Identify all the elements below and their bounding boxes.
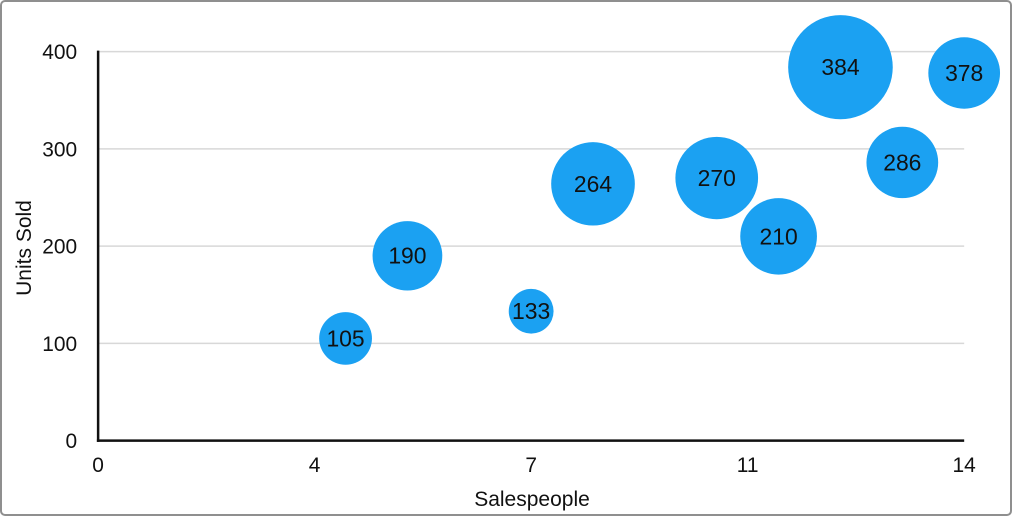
x-tick-label-4: 4 xyxy=(309,454,321,477)
y-tick-label-200: 200 xyxy=(42,236,77,259)
bubble-label-133: 133 xyxy=(512,298,550,324)
bubble-label-286: 286 xyxy=(883,149,921,175)
bubble-105[interactable] xyxy=(319,312,372,365)
bubble-210[interactable] xyxy=(740,198,817,275)
bubble-264[interactable] xyxy=(551,142,635,226)
bubble-label-210: 210 xyxy=(759,223,797,249)
bubble-label-105: 105 xyxy=(326,325,364,351)
x-axis-title: Salespeople xyxy=(474,488,590,511)
bubble-label-384: 384 xyxy=(821,54,859,80)
x-tick-label-7: 7 xyxy=(525,454,537,477)
bubble-label-378: 378 xyxy=(945,60,983,86)
bubble-133[interactable] xyxy=(508,288,554,334)
bubble-label-264: 264 xyxy=(574,171,613,197)
bubble-286[interactable] xyxy=(866,126,939,199)
bubble-190[interactable] xyxy=(372,221,443,291)
bubble-384[interactable] xyxy=(788,15,893,120)
bubble-label-270: 270 xyxy=(698,165,736,191)
x-tick-label-14: 14 xyxy=(953,454,976,477)
y-axis-title: Units Sold xyxy=(13,200,36,296)
y-tick-label-400: 400 xyxy=(42,41,77,64)
bubble-378[interactable] xyxy=(928,37,1001,109)
y-tick-label-300: 300 xyxy=(42,138,77,161)
y-tick-label-100: 100 xyxy=(42,333,77,356)
x-tick-label-11: 11 xyxy=(737,454,759,477)
bubble-270[interactable] xyxy=(675,136,759,220)
x-tick-label-0: 0 xyxy=(92,454,104,477)
bubble-label-190: 190 xyxy=(388,243,426,269)
y-tick-label-0: 0 xyxy=(66,430,78,453)
